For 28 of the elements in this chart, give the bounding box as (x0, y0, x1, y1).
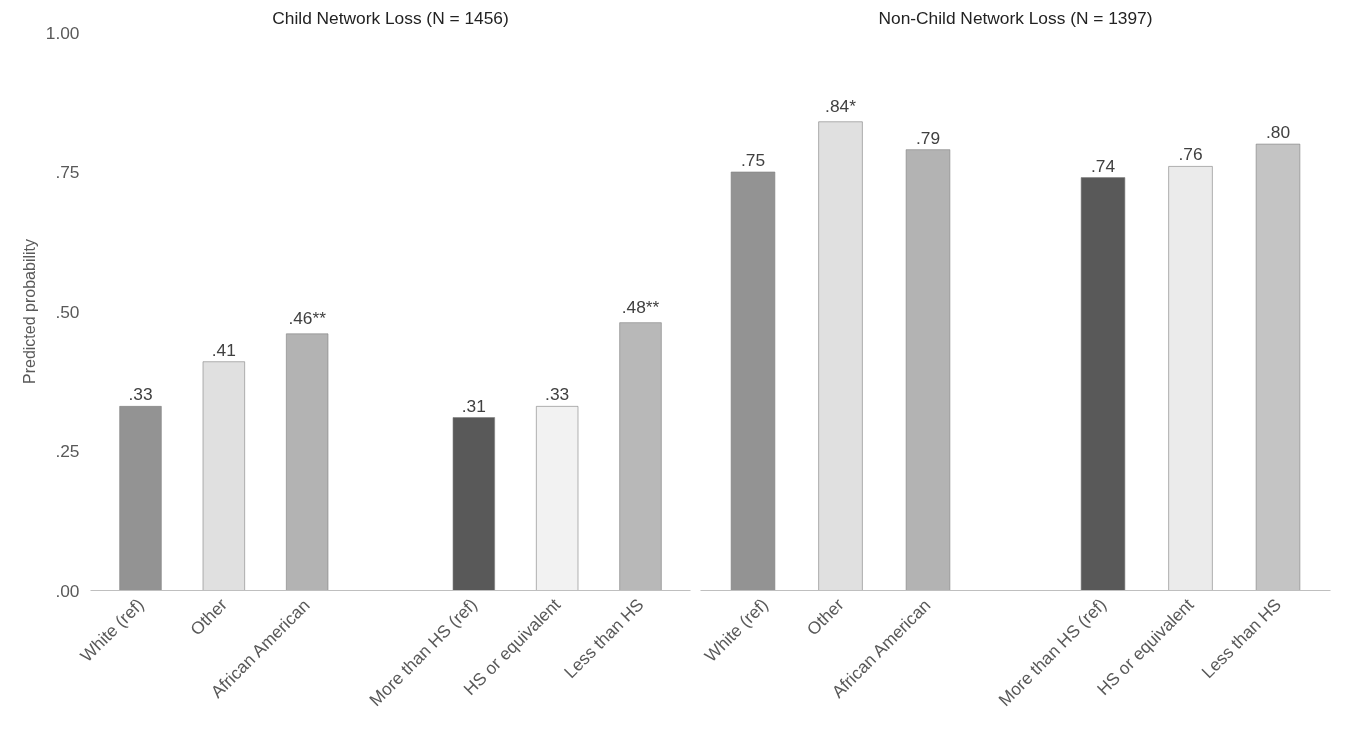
bar (536, 406, 579, 591)
y-tick-label: .75 (55, 162, 80, 182)
data-label: .33 (545, 384, 570, 405)
bar (1080, 177, 1126, 591)
data-label: .76 (1178, 144, 1203, 165)
data-label: .48** (621, 296, 660, 317)
chart-title: Non-Child Network Loss (N = 1397) (878, 7, 1153, 28)
data-label: .74 (1090, 155, 1116, 176)
bar (119, 406, 162, 591)
data-label: .46** (288, 307, 327, 328)
y-axis-title: Predicted probability (20, 239, 38, 384)
data-label: .75 (740, 150, 766, 170)
data-label: .41 (211, 339, 236, 360)
data-label: .84* (825, 95, 857, 116)
y-tick-label: .25 (55, 441, 80, 461)
y-tick-label: 1.00 (45, 22, 80, 43)
data-label: .31 (461, 395, 486, 416)
data-label: .79 (915, 127, 941, 148)
y-tick-label: .50 (55, 301, 80, 322)
data-label: .33 (128, 384, 153, 405)
bar (730, 171, 776, 591)
bar (1168, 166, 1213, 591)
data-label: .80 (1265, 122, 1291, 143)
chart-title: Child Network Loss (N = 1456) (272, 7, 509, 28)
bar (818, 121, 863, 591)
bar (452, 417, 495, 591)
bar (202, 361, 245, 591)
y-tick-label: .00 (55, 580, 80, 601)
